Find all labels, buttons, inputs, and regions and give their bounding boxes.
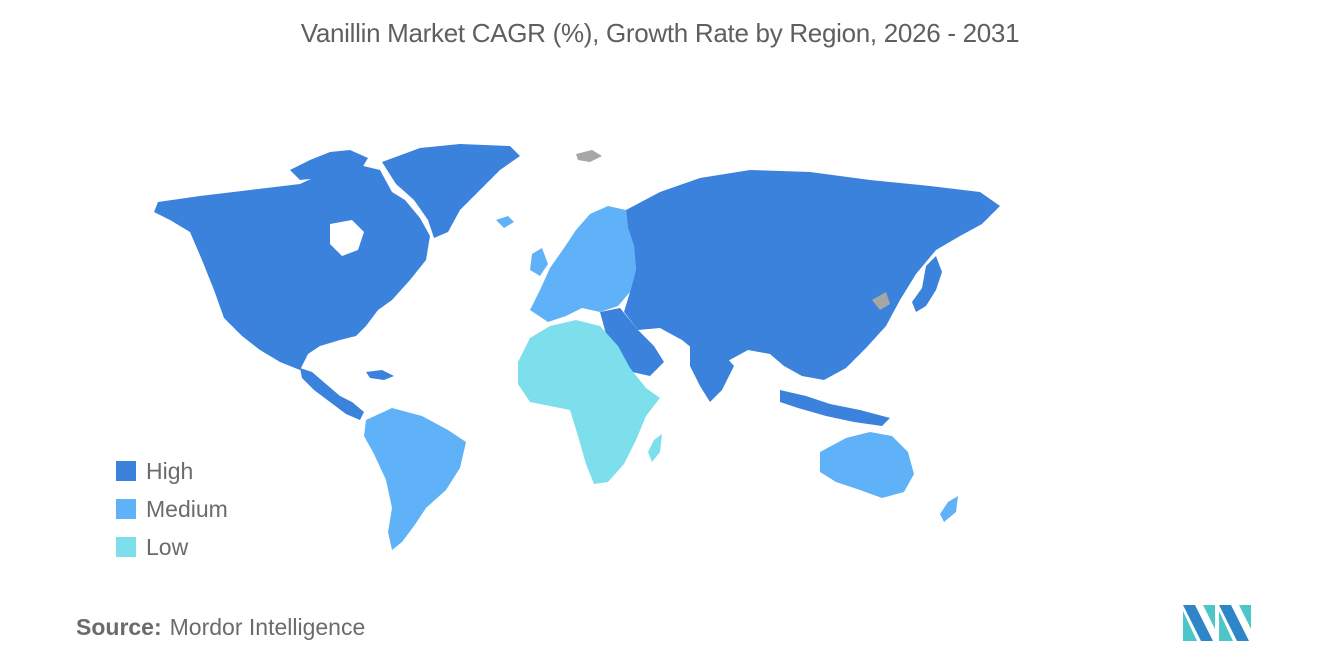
- region-middle-east: [600, 308, 664, 376]
- legend-label-medium: Medium: [146, 495, 228, 522]
- region-australia: [820, 432, 914, 498]
- region-south-america: [364, 408, 466, 550]
- region-central-america: [300, 368, 364, 420]
- legend-label-low: Low: [146, 533, 189, 560]
- source-label: Source:: [76, 614, 162, 640]
- region-japan: [912, 256, 942, 312]
- legend-swatch-medium: [116, 499, 136, 519]
- region-europe: [530, 206, 636, 322]
- region-north-america: [154, 164, 430, 370]
- region-greenland: [382, 144, 520, 238]
- legend-label-high: High: [146, 457, 194, 484]
- world-map: [154, 144, 1000, 550]
- source-value: Mordor Intelligence: [169, 614, 366, 640]
- mordor-logo-icon: [1183, 605, 1251, 641]
- legend-item-low: Low: [116, 528, 228, 566]
- legend: High Medium Low: [116, 452, 228, 566]
- legend-item-medium: Medium: [116, 490, 228, 528]
- region-southeast-asia: [780, 390, 890, 426]
- chart-title: Vanillin Market CAGR (%), Growth Rate by…: [300, 18, 1020, 48]
- region-africa: [518, 320, 660, 484]
- legend-swatch-high: [116, 461, 136, 481]
- region-asia: [624, 170, 1000, 380]
- region-arctic-islands: [290, 150, 368, 180]
- legend-item-high: High: [116, 452, 228, 490]
- source-line: Source: Mordor Intelligence: [76, 614, 365, 641]
- legend-swatch-low: [116, 537, 136, 557]
